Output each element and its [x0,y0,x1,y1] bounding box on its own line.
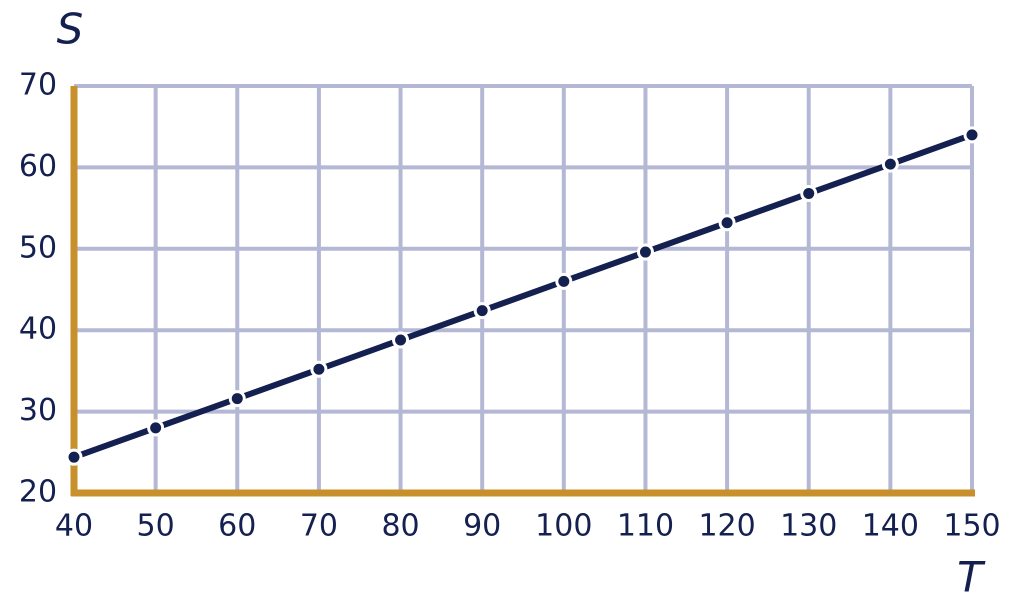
x-tick-label: 140 [862,509,919,544]
y-tick-label: 70 [19,68,57,103]
x-tick-label: 120 [698,509,755,544]
y-tick-label: 50 [19,230,57,265]
x-tick-label: 150 [943,509,1000,544]
y-axis-label: S [57,5,84,54]
data-point [473,302,491,320]
x-tick-label: 100 [535,509,592,544]
x-tick-label: 70 [300,509,338,544]
x-tick-label: 50 [137,509,175,544]
x-tick-label: 60 [218,509,256,544]
data-point [800,184,818,202]
data-point [963,126,981,144]
data-point [392,331,410,349]
y-tick-label: 30 [19,393,57,428]
data-point [881,155,899,173]
x-tick-label: 90 [463,509,501,544]
x-tick-label: 110 [617,509,674,544]
data-point [228,390,246,408]
y-tick-label: 20 [19,475,57,510]
data-point [636,243,654,261]
y-tick-label: 60 [19,149,57,184]
y-tick-label: 40 [19,312,57,347]
x-tick-label: 80 [381,509,419,544]
data-line [71,131,975,461]
data-point [555,272,573,290]
data-point [147,419,165,437]
data-point [65,448,83,466]
data-point [718,214,736,232]
x-tick-label: 40 [55,509,93,544]
x-tick-label: 130 [780,509,837,544]
x-axis-label: T [957,553,986,602]
data-point [310,360,328,378]
